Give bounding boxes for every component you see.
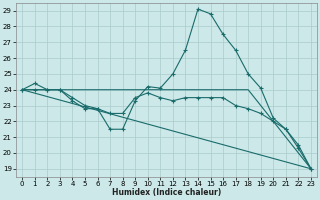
X-axis label: Humidex (Indice chaleur): Humidex (Indice chaleur)	[112, 188, 221, 197]
